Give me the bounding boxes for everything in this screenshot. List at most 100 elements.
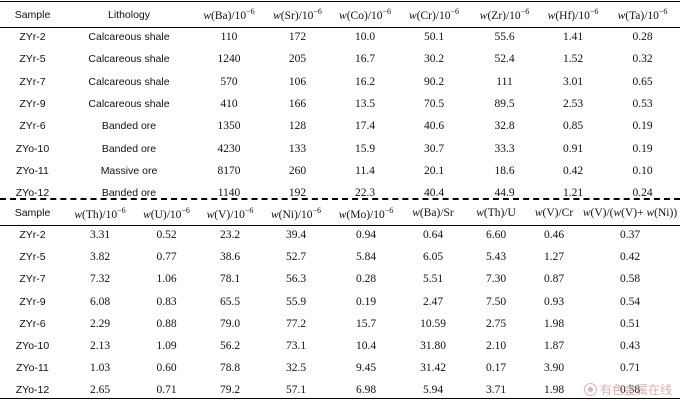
table-cell: 79.2 xyxy=(219,384,241,397)
table-cell: 0.88 xyxy=(156,317,177,330)
table-cell: ZYr-2 xyxy=(19,229,46,242)
table-row: ZYr-6 Banded ore 1350 128 17.4 40.6 32.8 0.85 0.… xyxy=(0,115,680,137)
table-cell: 1.87 xyxy=(543,340,565,353)
table-row: ZYr-5 Calcareous shale 1240 205 16.7 30.2 52.4… xyxy=(0,48,680,70)
table-cell: 10.0 xyxy=(354,31,376,44)
table-cell: ZYo-12 xyxy=(15,384,50,397)
table-cell: 0.54 xyxy=(619,295,641,308)
table-cell: 0.91 xyxy=(562,142,584,155)
table-cell: 0.17 xyxy=(485,362,507,375)
table-cell: 0.10 xyxy=(632,164,653,177)
table-cell: 38.6 xyxy=(219,251,241,264)
table-cell: 16.7 xyxy=(354,53,376,66)
table-cell: 1.98 xyxy=(543,317,565,330)
table-cell: 1350 xyxy=(217,120,241,133)
table-cell: ZYo-12 xyxy=(15,187,50,200)
table-cell: 0.43 xyxy=(619,340,641,353)
table-cell: 9.45 xyxy=(355,362,377,375)
table-cell: 89.5 xyxy=(494,98,515,111)
table-cell: 2.13 xyxy=(89,340,111,353)
table-cell: 31.42 xyxy=(420,362,446,375)
table-cell: 52.4 xyxy=(494,53,515,66)
table-cell: 1.27 xyxy=(543,251,565,264)
table-cell: 0.19 xyxy=(355,295,377,308)
table-cell: 0.19 xyxy=(632,142,653,155)
table-cell: 0.19 xyxy=(632,120,653,133)
table-cell: 3.90 xyxy=(543,362,565,375)
table1-header-cell: w(Ba)/10−6 xyxy=(203,7,255,22)
table-row: ZYr-7 Calcareous shale 570 106 16.2 90.2 111 3.… xyxy=(0,71,680,93)
table1-header-cell: w(Sr)/10−6 xyxy=(273,7,322,22)
table-cell: 0.58 xyxy=(619,273,641,286)
table-cell: 65.5 xyxy=(219,295,241,308)
trace-element-table-1: Sample Lithology w(Ba)/10−6 w(Sr)/10−6 w… xyxy=(0,3,680,204)
table-cell: ZYo-11 xyxy=(16,362,49,375)
table-cell: 166 xyxy=(288,98,307,111)
table-cell: 0.77 xyxy=(156,251,177,264)
table-cell: 1.03 xyxy=(89,362,111,375)
table-cell: 133 xyxy=(288,142,307,155)
table-cell: 3.31 xyxy=(89,229,111,242)
table-cell: 0.71 xyxy=(156,384,177,397)
table1-header-cell: Sample xyxy=(14,8,51,21)
table-cell: 7.30 xyxy=(485,273,507,286)
table-cell: 78.8 xyxy=(219,362,241,375)
table-cell: 0.28 xyxy=(632,31,653,44)
table-cell: 18.6 xyxy=(494,164,515,177)
table-cell: ZYr-5 xyxy=(19,53,46,66)
table-cell: 50.1 xyxy=(423,31,445,44)
table2-header-cell: w(U)/10−6 xyxy=(143,205,190,221)
table-cell: 106 xyxy=(288,75,307,88)
table-cell: 52.7 xyxy=(285,251,307,264)
table-cell: ZYr-9 xyxy=(19,295,46,308)
table1-header-row: Sample Lithology w(Ba)/10−6 w(Sr)/10−6 w… xyxy=(0,3,680,26)
table1-header-cell: w(Zr)/10−6 xyxy=(479,7,530,22)
table-cell: 30.7 xyxy=(423,142,445,155)
table-cell: 1140 xyxy=(217,187,241,200)
table-cell: 0.52 xyxy=(156,229,177,242)
table-cell: 0.85 xyxy=(562,120,584,133)
table1-header-cell: Lithology xyxy=(107,8,151,21)
table-row: ZYr-6 2.29 0.88 79.0 77.2 15.7 10.59 2.75 1.98 0.… xyxy=(0,313,680,335)
table2-header-cell: w(Ba)/Sr xyxy=(412,207,454,219)
table-cell: 23.2 xyxy=(219,229,241,242)
table-row: ZYr-2 3.31 0.52 23.2 39.4 0.94 0.64 6.60 0.46 0.3… xyxy=(0,224,680,246)
table-cell: 5.84 xyxy=(355,251,377,264)
table-cell: 0.24 xyxy=(632,187,653,200)
table-cell: ZYr-7 xyxy=(19,273,46,286)
table-cell: 90.2 xyxy=(423,75,445,88)
table-cell: ZYo-10 xyxy=(15,142,50,155)
top-rule xyxy=(0,1,680,2)
table-cell: 172 xyxy=(288,31,307,44)
table-cell: 5.43 xyxy=(485,251,507,264)
table-cell: 0.94 xyxy=(355,229,377,242)
table-cell: 17.4 xyxy=(354,120,376,133)
table-cell: Banded ore xyxy=(101,187,157,200)
table-cell: 56.2 xyxy=(219,340,241,353)
table-cell: 205 xyxy=(288,53,307,66)
table-cell: 70.5 xyxy=(423,98,445,111)
table-cell: 4230 xyxy=(217,142,241,155)
table-cell: 11.4 xyxy=(355,164,375,177)
table-cell: 55.9 xyxy=(285,295,307,308)
table-cell: 79.0 xyxy=(219,317,241,330)
table-cell: 2.65 xyxy=(89,384,111,397)
table-cell: 1.09 xyxy=(156,340,177,353)
watermark-text: 有色金属在线 xyxy=(599,383,672,397)
table-cell: ZYr-6 xyxy=(19,317,46,330)
table-cell: 6.60 xyxy=(485,229,507,242)
table-row: ZYr-9 6.08 0.83 65.5 55.9 0.19 2.47 7.50 0.93 0.5… xyxy=(0,291,680,313)
table-cell: Banded ore xyxy=(101,120,157,133)
table-cell: 2.53 xyxy=(562,98,584,111)
bottom-rule xyxy=(0,398,680,399)
header-rule-1 xyxy=(0,27,680,28)
table-cell: 78.1 xyxy=(219,273,241,286)
table-cell: 0.53 xyxy=(632,98,653,111)
table-cell: Calcareous shale xyxy=(88,53,170,66)
table-cell: 77.2 xyxy=(285,317,307,330)
table-cell: ZYr-5 xyxy=(19,251,46,264)
table-cell: Banded ore xyxy=(101,142,157,155)
table-cell: 110 xyxy=(220,31,238,44)
table2-header-cell: w(Th)/U xyxy=(476,207,516,219)
table-cell: 3.01 xyxy=(562,75,584,88)
